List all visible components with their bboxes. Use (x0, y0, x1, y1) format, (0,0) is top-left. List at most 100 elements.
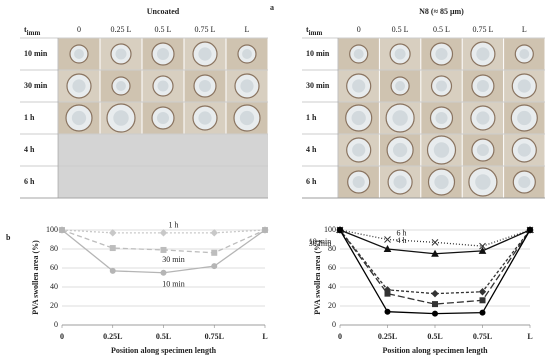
marker (431, 238, 439, 246)
row-label: 4 h (306, 145, 317, 154)
specimen-core (72, 79, 86, 93)
row-label: 1 h (306, 113, 317, 122)
specimen-core (476, 143, 489, 157)
specimen-core (351, 110, 366, 126)
specimen-core (242, 49, 252, 59)
specimen-core (198, 47, 212, 61)
marker (160, 269, 167, 276)
specimen-core (518, 175, 531, 189)
series-label: 10 min (162, 280, 184, 289)
marker (109, 229, 117, 237)
y-tick-label: 20 (50, 301, 58, 310)
x-tick-label: 0.25L (103, 332, 122, 341)
row-label: 6 h (24, 177, 35, 186)
column-label: 0 (357, 25, 361, 34)
marker (479, 309, 486, 316)
row-label: 30 min (24, 81, 48, 90)
specimen-core (115, 48, 127, 60)
column-label: 0 (77, 25, 81, 34)
panel-label: b (6, 233, 11, 242)
specimen-core (353, 49, 364, 59)
series-label: 10 min (309, 237, 331, 246)
specimen-core (392, 142, 408, 158)
marker (211, 249, 218, 256)
y-tick-label: 100 (324, 225, 336, 234)
specimen-core (239, 110, 255, 126)
series-label: 30 min (309, 239, 331, 248)
column-label: 0.5 L (392, 25, 409, 34)
specimen-core (436, 80, 447, 92)
row-label: 10 min (24, 49, 48, 58)
marker (384, 308, 391, 315)
marker (262, 227, 268, 233)
corner-main: t (24, 25, 27, 34)
x-tick-label: 0.75L (473, 332, 492, 341)
specimen-core (435, 47, 448, 61)
marker (384, 236, 391, 243)
panel-label: a (270, 3, 274, 12)
specimen-core (198, 79, 212, 93)
marker (432, 301, 438, 308)
specimen-core (392, 110, 408, 126)
marker (210, 229, 218, 237)
column-label: 0.75 L (195, 25, 216, 34)
specimen-core (395, 81, 406, 91)
marker (160, 246, 167, 253)
y-tick-label: 80 (328, 244, 336, 253)
x-axis-label: Position along specimen length (111, 346, 217, 355)
column-label: 0.5 L (155, 25, 172, 34)
x-tick-label: 0.5L (156, 332, 171, 341)
marker (479, 242, 486, 250)
specimen-core (240, 79, 254, 93)
marker (59, 227, 65, 233)
series-label: 1 h (169, 221, 179, 230)
series-label: 30 min (162, 255, 184, 264)
series-label: 6 h (397, 228, 407, 237)
marker (478, 288, 487, 296)
specimen-core (517, 110, 532, 126)
marker (527, 227, 533, 233)
row-label: 4 h (24, 145, 35, 154)
empty-cell (58, 166, 268, 198)
specimen-core (352, 175, 365, 189)
y-tick-label: 100 (46, 225, 58, 234)
corner-main: t (306, 25, 309, 34)
y-tick-label: 60 (328, 263, 336, 272)
y-axis-label: PVA swollen area (%) (31, 240, 40, 315)
specimen-core (476, 111, 490, 125)
specimen-core (198, 111, 212, 125)
marker (159, 229, 168, 237)
specimen-core (435, 111, 448, 125)
corner-sub: imm (27, 29, 41, 37)
series-label: 4 h (397, 236, 407, 245)
marker (337, 227, 343, 233)
corner-label: timm (306, 25, 322, 37)
specimen-core (157, 80, 169, 92)
y-axis-label: PVA swollen area (%) (313, 240, 322, 315)
marker (383, 244, 392, 252)
specimen-core (71, 110, 87, 126)
x-tick-label: 0.25L (378, 332, 397, 341)
series-line (339, 229, 531, 305)
y-tick-label: 40 (50, 282, 58, 291)
specimen-core (475, 174, 491, 190)
specimen-core (156, 111, 170, 125)
column-label: L (522, 25, 527, 34)
x-tick-label: 0.5L (427, 332, 442, 341)
specimen-core (433, 142, 450, 158)
specimen-core (352, 143, 366, 157)
y-tick-label: 0 (332, 320, 336, 329)
y-tick-label: 20 (328, 301, 336, 310)
specimen-core (434, 174, 449, 190)
specimen-core (352, 79, 366, 93)
column-label: L (245, 25, 250, 34)
specimen-core (517, 143, 531, 157)
specimen-core (476, 47, 490, 61)
marker (211, 263, 218, 270)
marker (478, 246, 487, 254)
marker (432, 310, 438, 317)
marker (431, 249, 439, 257)
specimen-core (156, 47, 170, 61)
specimen-core (394, 48, 406, 60)
